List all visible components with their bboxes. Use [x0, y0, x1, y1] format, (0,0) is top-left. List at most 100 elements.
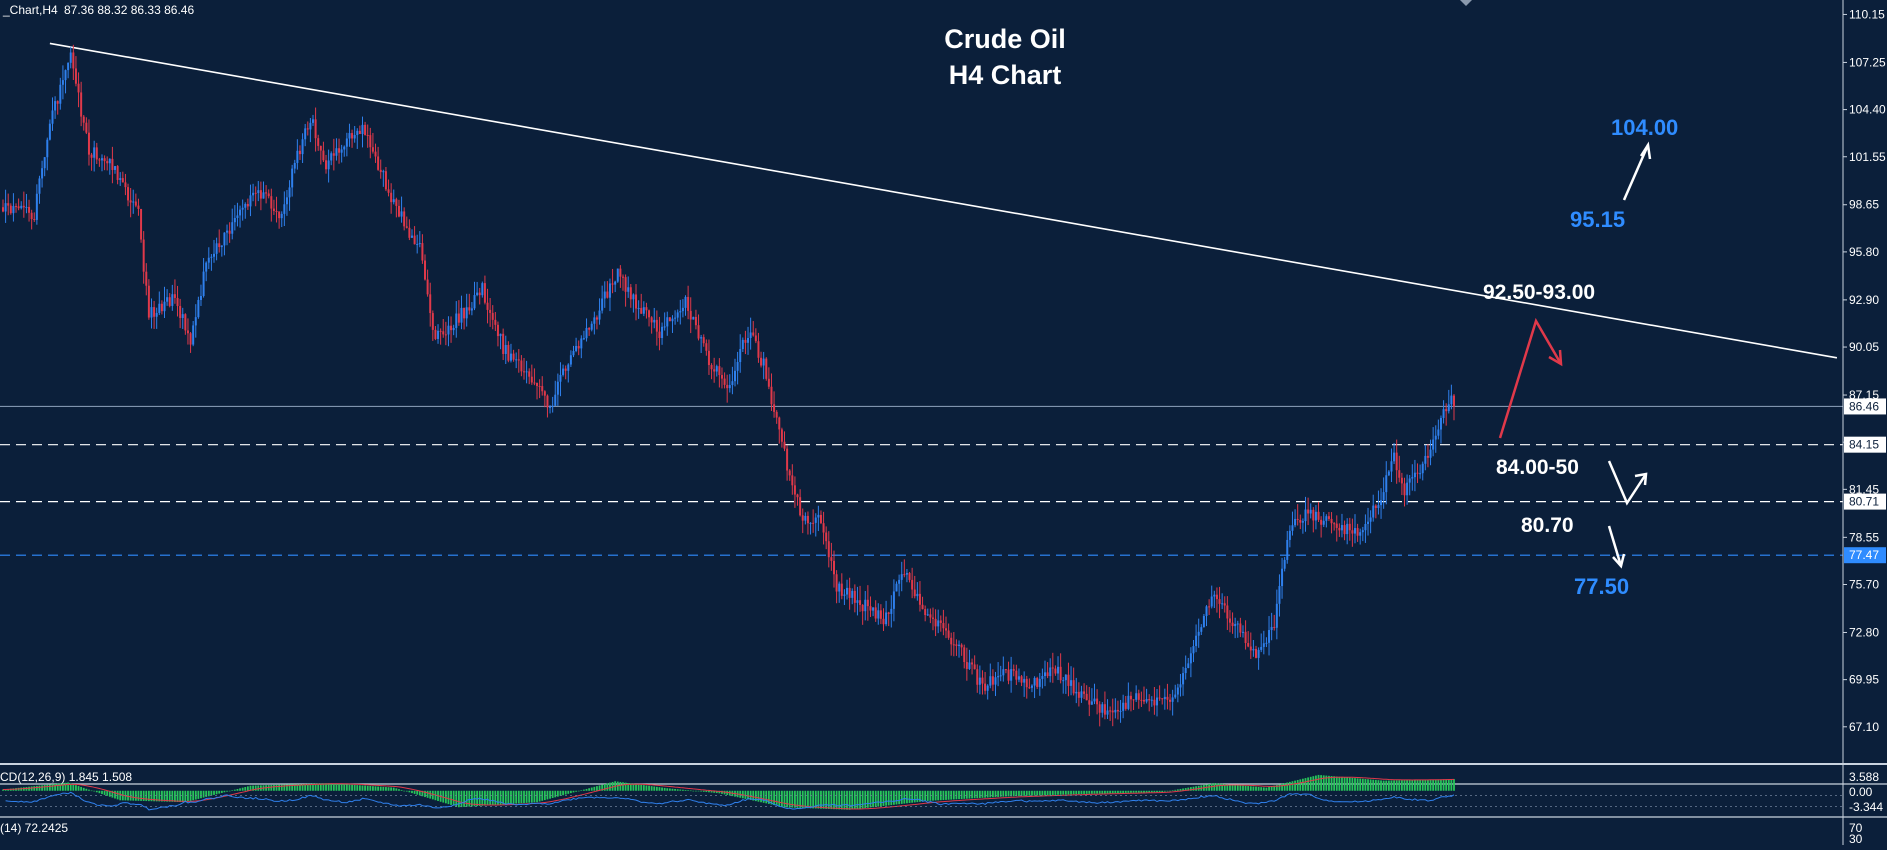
candle-body: [265, 192, 268, 194]
macd-bar: [38, 785, 41, 791]
macd-bar: [757, 790, 760, 802]
candle-body: [661, 326, 664, 339]
candle-body: [416, 244, 419, 246]
macd-bar: [400, 789, 403, 791]
candle-body: [249, 195, 252, 207]
macd-bar: [606, 783, 609, 791]
candle-body: [348, 133, 351, 139]
candle-body: [705, 343, 708, 351]
macd-bar: [1445, 779, 1448, 791]
macd-bar: [596, 786, 598, 791]
macd-bar: [1090, 790, 1093, 794]
macd-bar: [1328, 775, 1330, 791]
candle-body: [1265, 642, 1268, 644]
macd-bar: [866, 790, 869, 808]
macd-bar: [1145, 790, 1148, 793]
candle-body: [1309, 509, 1312, 514]
candle-body: [1390, 461, 1393, 472]
macd-bar: [413, 790, 416, 794]
arrow-up-to-104-icon: [1622, 141, 1652, 201]
candle-body: [827, 541, 830, 558]
candle-body: [950, 637, 953, 645]
candle-body: [929, 614, 932, 618]
candle-body: [1218, 599, 1221, 604]
candle-body: [655, 319, 658, 332]
candle-body: [197, 299, 200, 318]
macd-bar: [241, 787, 244, 791]
candle-body: [1278, 586, 1281, 604]
price-axis: 110.15 107.25 104.40 101.55 98.65 95.80 92.90 9…: [1843, 7, 1886, 734]
candle-body: [869, 606, 872, 611]
candle-body: [1325, 516, 1328, 521]
candle-body: [1330, 518, 1333, 524]
macd-bar: [1213, 783, 1216, 791]
chevron-down-icon[interactable]: [1460, 0, 1472, 6]
price-tick-label: 90.05: [1849, 340, 1879, 354]
macd-bar: [809, 790, 812, 809]
macd-bar: [1315, 775, 1317, 791]
candle-body: [637, 307, 640, 309]
macd-bar: [721, 790, 723, 794]
candle-body: [905, 573, 908, 575]
macd-bar: [205, 790, 208, 797]
macd-bar: [1354, 778, 1356, 791]
macd-bar: [1301, 778, 1304, 791]
arrow-bounce-up-icon: [1607, 460, 1648, 506]
macd-bar: [358, 785, 361, 791]
macd-bar: [629, 783, 632, 791]
candle-body: [85, 122, 88, 133]
candle-body: [1244, 631, 1247, 644]
macd-bar: [395, 788, 398, 791]
macd-bar: [807, 790, 809, 809]
macd-bar: [861, 790, 864, 809]
candle-body: [890, 608, 893, 614]
candle-body: [1038, 678, 1041, 687]
candle-body: [353, 135, 356, 139]
candle-body: [171, 294, 174, 306]
macd-bar: [822, 790, 825, 809]
macd-bar: [976, 790, 979, 799]
candle-body: [338, 148, 341, 153]
macd-bar: [564, 790, 567, 795]
macd-bar: [364, 785, 366, 791]
macd-bar: [1299, 779, 1302, 791]
macd-bar: [403, 790, 406, 792]
candle-body: [332, 153, 335, 156]
candle-body: [692, 316, 695, 320]
macd-bar: [609, 782, 611, 791]
macd-bar: [1106, 790, 1109, 794]
candle-body: [546, 395, 549, 408]
candle-body: [1174, 694, 1177, 698]
macd-bar: [780, 790, 783, 807]
candle-body: [958, 644, 961, 646]
macd-bar: [585, 788, 588, 791]
macd-bar: [150, 790, 153, 802]
candle-body: [1221, 603, 1224, 605]
candle-body: [877, 610, 880, 619]
candle-body: [1257, 649, 1260, 658]
macd-bar: [416, 790, 419, 795]
candle-body: [114, 166, 117, 170]
candle-body: [697, 325, 700, 339]
candle-body: [1119, 710, 1122, 712]
candle-body: [991, 676, 994, 685]
macd-bar: [572, 790, 575, 793]
candle-body: [965, 662, 968, 669]
macd-bar: [273, 784, 275, 791]
macd-bar: [1218, 783, 1221, 791]
candle-body: [1304, 509, 1307, 522]
candle-body: [158, 303, 161, 313]
candle-body: [41, 168, 44, 179]
candle-body: [887, 612, 890, 614]
macd-bar: [301, 784, 304, 791]
macd-bar: [963, 790, 966, 799]
macd-bar: [1020, 790, 1023, 796]
candle-body: [1445, 409, 1448, 412]
candle-body: [38, 178, 41, 194]
candle-body: [325, 160, 328, 170]
macd-bar: [1041, 790, 1044, 796]
price-highlight-label: 86.46: [1849, 399, 1879, 413]
candle-body: [1395, 452, 1398, 471]
macd-bar: [653, 786, 656, 791]
